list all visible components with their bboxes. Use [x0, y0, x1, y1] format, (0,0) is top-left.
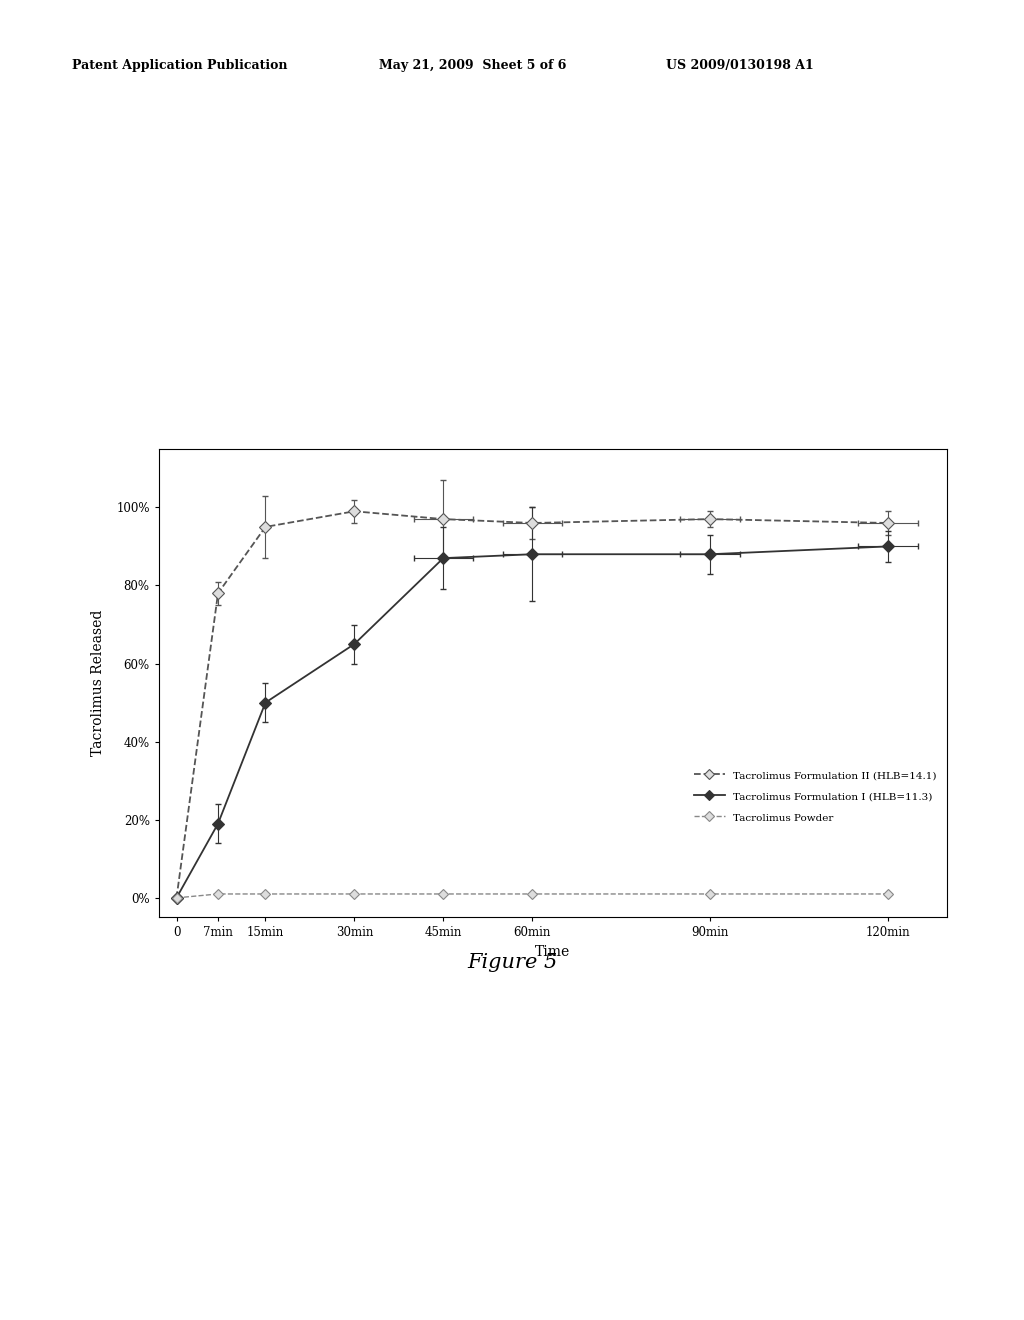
Text: Patent Application Publication: Patent Application Publication	[72, 59, 287, 73]
Text: US 2009/0130198 A1: US 2009/0130198 A1	[666, 59, 813, 73]
X-axis label: Time: Time	[536, 945, 570, 960]
Text: Figure 5: Figure 5	[467, 953, 557, 972]
Y-axis label: Tacrolimus Released: Tacrolimus Released	[91, 610, 105, 756]
Text: May 21, 2009  Sheet 5 of 6: May 21, 2009 Sheet 5 of 6	[379, 59, 566, 73]
Legend: Tacrolimus Formulation II (HLB=14.1), Tacrolimus Formulation I (HLB=11.3), Tacro: Tacrolimus Formulation II (HLB=14.1), Ta…	[688, 764, 942, 828]
